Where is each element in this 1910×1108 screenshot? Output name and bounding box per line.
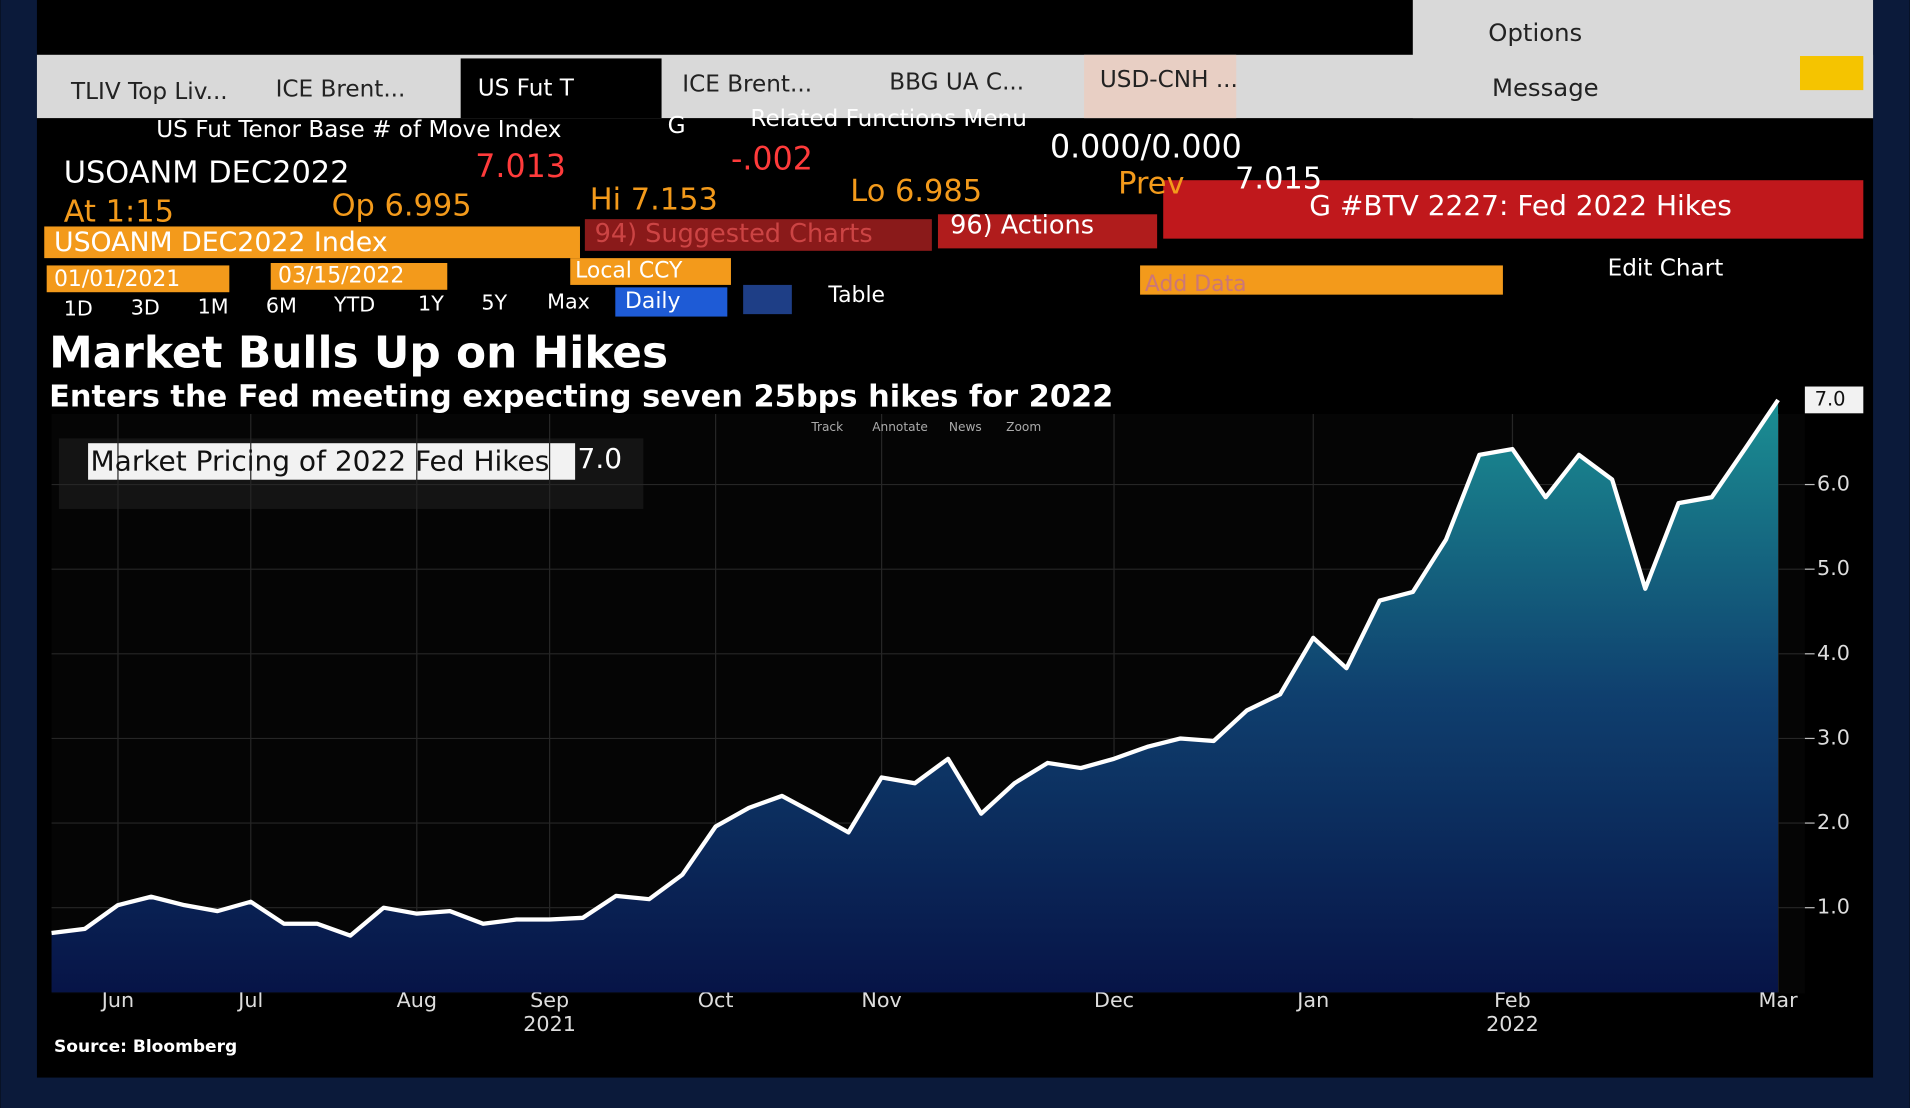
y-tick-label: 6.0: [1817, 472, 1850, 496]
low: Lo 6.985: [850, 174, 982, 209]
range-button[interactable]: 6M: [266, 293, 297, 317]
high: Hi 7.153: [590, 182, 718, 217]
actions[interactable]: 96) Actions: [950, 210, 1094, 240]
suggested-charts[interactable]: 94) Suggested Charts: [595, 219, 873, 249]
legend-value: 7.0: [578, 442, 623, 475]
related-menu[interactable]: Related Functions Menu: [750, 106, 1026, 132]
ticker: USOANM DEC2022: [64, 156, 350, 191]
area: [51, 399, 1779, 993]
last-price: 7.013: [475, 149, 566, 185]
year-label: 2022: [1486, 1012, 1539, 1036]
y-tick-label: 4.0: [1817, 641, 1850, 665]
table-button[interactable]: Table: [827, 283, 885, 308]
prev-label: Prev: [1118, 167, 1184, 202]
chart-tool[interactable]: News: [949, 420, 982, 434]
source: Source: Bloomberg: [54, 1037, 237, 1057]
options-menu[interactable]: Options: [1488, 18, 1582, 47]
change: -.002: [731, 142, 813, 178]
prev: 7.015: [1235, 162, 1322, 197]
window-controls: [1412, 0, 1874, 119]
chart-tool[interactable]: Track: [810, 420, 843, 434]
tab[interactable]: ICE Brent...: [276, 77, 406, 103]
chart-type-button[interactable]: [743, 284, 792, 315]
y-tick-label: 5.0: [1817, 556, 1850, 580]
g-menu[interactable]: G: [668, 113, 686, 139]
add-data-field[interactable]: [1140, 265, 1503, 295]
active-tab: [460, 58, 662, 119]
range-button[interactable]: 1M: [198, 294, 229, 318]
open: Op 6.995: [332, 188, 472, 223]
range-button[interactable]: Max: [547, 289, 590, 313]
line: [51, 398, 1780, 938]
function-menu[interactable]: US Fut Tenor Base # of Move Index: [156, 117, 561, 143]
start-date-field[interactable]: [46, 265, 230, 293]
range-button[interactable]: 1D: [64, 296, 93, 320]
time: At 1:15: [64, 195, 174, 230]
actions-button[interactable]: [937, 214, 1158, 249]
period-button[interactable]: [615, 287, 728, 317]
edit-chart[interactable]: Edit Chart: [1608, 256, 1724, 282]
end-date-field[interactable]: [270, 262, 448, 290]
last-value-label: 7.0: [1815, 387, 1846, 410]
chart-title: Market Bulls Up on Hikes: [49, 328, 668, 379]
range-button[interactable]: YTD: [333, 292, 375, 316]
end-date[interactable]: 03/15/2022: [278, 263, 404, 288]
btv-banner: [1163, 180, 1864, 239]
btv-title: G #BTV 2227: Fed 2022 Hikes: [1309, 189, 1732, 222]
last-value-tag: [1804, 386, 1864, 414]
bid-ask: 0.000/0.000: [1050, 130, 1242, 166]
tab[interactable]: ICE Brent...: [682, 72, 812, 98]
security: USOANM DEC2022 Index: [54, 227, 388, 258]
currency[interactable]: Local CCY: [575, 259, 683, 284]
tab-highlight: [1084, 54, 1237, 119]
suggested-button[interactable]: [584, 219, 932, 251]
y-tick-label: 1.0: [1817, 895, 1850, 919]
currency-field[interactable]: [570, 258, 731, 285]
range-button[interactable]: 3D: [131, 295, 160, 319]
range-button[interactable]: 5Y: [481, 290, 507, 314]
legend-highlight: [88, 443, 576, 480]
security-field[interactable]: [44, 226, 580, 259]
year-label: 2021: [523, 1012, 576, 1036]
tab[interactable]: TLIV Top Liv...: [70, 79, 228, 105]
add-data[interactable]: Add Data: [1145, 272, 1247, 297]
period[interactable]: Daily: [625, 289, 680, 314]
chart-tool[interactable]: Zoom: [1006, 420, 1041, 434]
tab[interactable]: USD-CNH ...: [1100, 67, 1238, 93]
chart-subtitle: Enters the Fed meeting expecting seven 2…: [49, 380, 1113, 415]
legend-label: Market Pricing of 2022 Fed Hikes: [91, 445, 550, 478]
chart-tool[interactable]: Annotate: [872, 420, 928, 434]
tab[interactable]: BBG UA C...: [889, 69, 1024, 95]
start-date[interactable]: 01/01/2021: [54, 267, 180, 292]
tab[interactable]: US Fut T: [478, 75, 575, 101]
y-tick-label: 3.0: [1817, 725, 1850, 749]
y-tick-label: 2.0: [1817, 810, 1850, 834]
range-button[interactable]: 1Y: [418, 291, 444, 315]
message-button[interactable]: Message: [1492, 73, 1599, 102]
help-button[interactable]: [1800, 56, 1864, 91]
